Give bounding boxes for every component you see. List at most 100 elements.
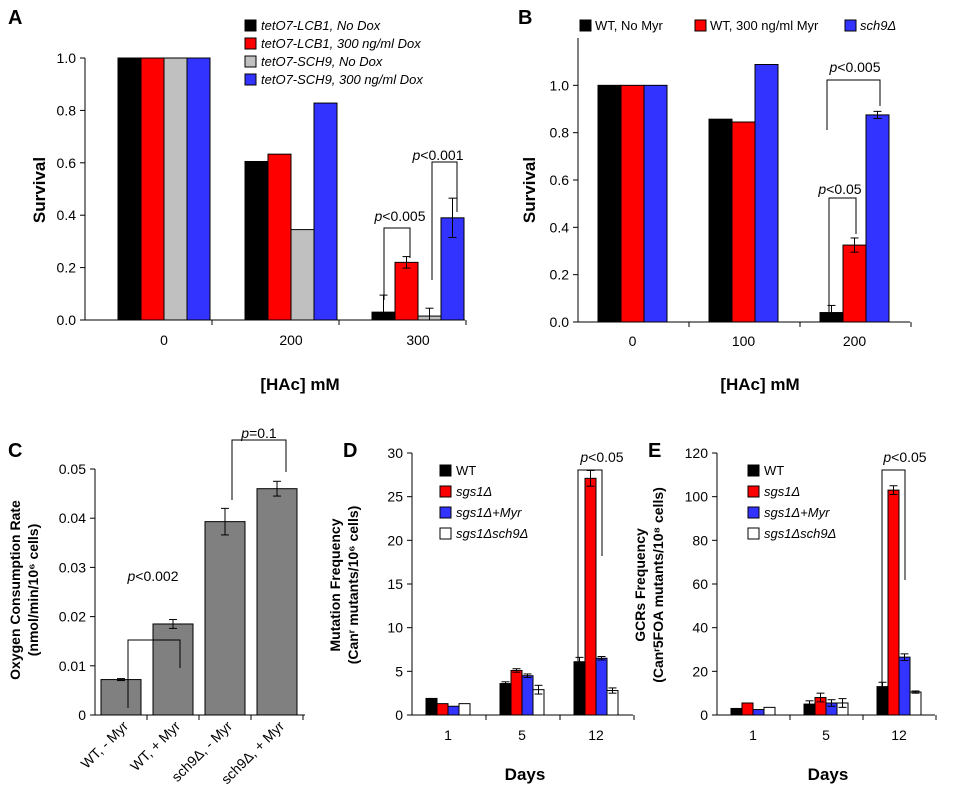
y-axis-title-units: (Canʳ mutants/10⁶ cells) bbox=[345, 506, 361, 665]
bar bbox=[620, 84, 645, 323]
p-value-label: p<0.005 bbox=[828, 59, 880, 75]
y-tick-label: 0.4 bbox=[550, 219, 570, 235]
p-symbol: p bbox=[882, 449, 891, 465]
x-axis-title: [HAc] mM bbox=[260, 375, 339, 394]
y-axis-title: Survival bbox=[30, 157, 49, 223]
x-tick-label: 5 bbox=[822, 727, 830, 743]
bar bbox=[752, 709, 765, 716]
y-axis-title-units: (Canʳ5FOA mutants/10⁸ cells) bbox=[650, 487, 666, 683]
legend-label: sch9Δ bbox=[860, 18, 896, 33]
bar bbox=[117, 57, 142, 321]
bracket-line bbox=[383, 227, 411, 300]
y-tick-label: 30 bbox=[387, 445, 403, 461]
p-symbol: p bbox=[126, 568, 135, 584]
p-value: <0.005 bbox=[382, 208, 425, 224]
y-tick-label: 80 bbox=[692, 532, 708, 548]
legend-label: sgs1Δ+Myr bbox=[456, 505, 522, 520]
p-value-label: p=0.1 bbox=[240, 425, 277, 441]
significance-bracket: p<0.05 bbox=[577, 449, 624, 700]
y-tick-label: 20 bbox=[692, 663, 708, 679]
bar bbox=[163, 57, 188, 321]
legend-swatch bbox=[244, 19, 257, 32]
bar bbox=[898, 656, 911, 716]
legend-label: WT, 300 ng/ml Myr bbox=[710, 18, 819, 33]
y-tick-label: 0.8 bbox=[550, 125, 570, 141]
y-tick-label: 120 bbox=[685, 445, 709, 461]
y-tick-label: 0 bbox=[78, 707, 86, 723]
bar bbox=[763, 706, 776, 716]
y-axis-title: GCRs Frequency bbox=[632, 528, 648, 642]
y-tick-label: 60 bbox=[692, 576, 708, 592]
x-tick-label: 300 bbox=[406, 332, 430, 348]
y-axis-title: Survival bbox=[520, 157, 539, 223]
x-tick-label: 1 bbox=[749, 727, 757, 743]
y-tick-label: 0.05 bbox=[59, 461, 86, 477]
p-value: <0.05 bbox=[588, 449, 624, 465]
x-axis-title: [HAc] mM bbox=[720, 375, 799, 394]
bar bbox=[887, 489, 900, 716]
legend-label: sgs1Δsch9Δ bbox=[764, 526, 836, 541]
panel-letter: B bbox=[518, 7, 532, 29]
significance-bracket: p<0.05 bbox=[881, 449, 927, 690]
y-tick-label: 0.8 bbox=[57, 102, 77, 118]
bar bbox=[842, 244, 867, 323]
y-tick-label: 0 bbox=[700, 707, 708, 723]
panel-letter: D bbox=[343, 440, 357, 462]
p-symbol: p bbox=[817, 181, 826, 197]
bar bbox=[865, 114, 890, 323]
x-axis-title: Days bbox=[505, 765, 546, 784]
bar bbox=[458, 703, 471, 716]
p-symbol: p bbox=[411, 147, 420, 163]
legend-swatch bbox=[747, 527, 760, 540]
significance-bracket: p<0.002 bbox=[126, 568, 181, 708]
y-tick-label: 0.01 bbox=[59, 658, 86, 674]
y-tick-label: 0.0 bbox=[550, 314, 570, 330]
bar bbox=[521, 675, 534, 716]
bar bbox=[643, 84, 668, 323]
legend-swatch bbox=[244, 73, 257, 86]
legend-label: sgs1Δsch9Δ bbox=[456, 526, 528, 541]
y-tick-label: 5 bbox=[395, 663, 403, 679]
y-tick-label: 10 bbox=[387, 620, 403, 636]
p-value: <0.002 bbox=[135, 568, 178, 584]
bar bbox=[741, 702, 754, 716]
panel-letter: E bbox=[648, 440, 661, 462]
bar bbox=[595, 657, 608, 716]
y-tick-label: 1.0 bbox=[57, 50, 77, 66]
p-value: <0.05 bbox=[826, 181, 862, 197]
bar bbox=[447, 705, 460, 716]
legend-label: WT bbox=[764, 463, 784, 478]
bar bbox=[731, 121, 756, 323]
p-value-label: p<0.05 bbox=[579, 449, 623, 465]
significance-bracket: p<0.005 bbox=[826, 59, 881, 130]
chart-panel-b: B 0.0 0.2 0.4 0.6 0.8 1.0 0 100 200 Survival [HAc] … bbox=[518, 7, 912, 394]
legend-swatch bbox=[439, 464, 452, 477]
x-tick-label: 200 bbox=[279, 332, 303, 348]
y-axis-title: Mutation Frequency bbox=[327, 518, 343, 651]
legend-swatch bbox=[844, 19, 857, 32]
bar bbox=[436, 703, 449, 716]
bar bbox=[708, 118, 733, 323]
bar bbox=[573, 661, 586, 716]
y-tick-label: 25 bbox=[387, 489, 403, 505]
bar bbox=[597, 84, 622, 323]
p-value: <0.001 bbox=[420, 147, 463, 163]
bar bbox=[313, 102, 338, 321]
y-tick-label: 0 bbox=[395, 707, 403, 723]
bracket-line bbox=[577, 469, 603, 700]
bar bbox=[152, 623, 194, 716]
legend-label: tetO7-SCH9, 300 ng/ml Dox bbox=[261, 72, 423, 87]
legend-swatch bbox=[579, 19, 592, 32]
p-value-label: p<0.05 bbox=[817, 181, 861, 197]
y-tick-label: 0.02 bbox=[59, 609, 86, 625]
chart-panel-a: A 0.0 0.2 0.4 0.6 0.8 1.0 0 200 300 Survival [HAc] … bbox=[8, 7, 467, 394]
y-tick-label: 0.6 bbox=[57, 155, 77, 171]
panel-letter: C bbox=[8, 440, 22, 462]
bar bbox=[754, 64, 779, 323]
bracket-line bbox=[127, 639, 181, 708]
y-tick-label: 20 bbox=[387, 532, 403, 548]
bar bbox=[186, 57, 211, 321]
legend-swatch bbox=[747, 464, 760, 477]
y-tick-label: 0.4 bbox=[57, 207, 77, 223]
